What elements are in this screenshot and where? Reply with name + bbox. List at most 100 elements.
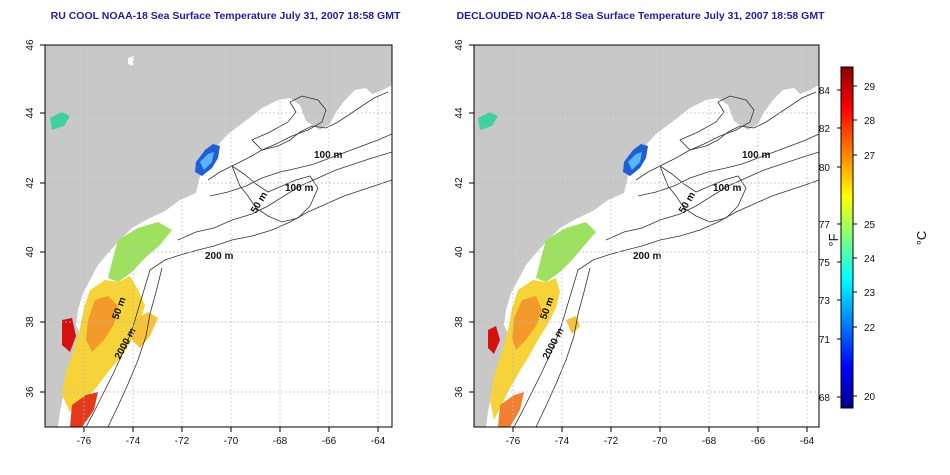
y-tick-label: 38: [454, 316, 465, 328]
left-map-body: 100 m 100 m 50 m 200 m 50 m 2000 m: [45, 45, 392, 427]
left-contour-georges: [251, 95, 327, 151]
right-contour-200m: [605, 151, 819, 241]
right-land-mass: [474, 45, 819, 427]
colorbar-f-tick-label: 82: [819, 124, 831, 135]
left-sst-patch-north: [50, 112, 70, 130]
left-nova-scotia: [300, 70, 378, 116]
left-panel-title: RU COOL NOAA-18 Sea Surface Temperature …: [50, 10, 401, 22]
colorbar-f-tick-label: 77: [819, 220, 831, 231]
left-sst-patch-shelf-yellow: [62, 276, 145, 412]
y-tick-label: 40: [454, 246, 465, 258]
right-panel-title: DECLOUDED NOAA-18 Sea Surface Temperatur…: [456, 10, 825, 22]
colorbar-c-tick-label: 24: [864, 254, 876, 265]
colorbar-fahrenheit-label: °F: [826, 233, 841, 246]
left-land-mass: [45, 45, 392, 427]
colorbar-c-tick-label: 25: [864, 220, 876, 231]
right-contour-shelf-inner: [535, 267, 591, 427]
right-contour-label-100m-a: 100 m: [742, 150, 770, 161]
right-sst-patch-red-bay: [488, 326, 500, 354]
left-contour-label-100m-b: 100 m: [285, 183, 313, 194]
right-contour-shelf-break: [513, 269, 579, 427]
left-y-axis: 36 38 40 42 44 46: [25, 39, 45, 398]
right-map-frame: [473, 44, 820, 428]
left-sst-patch-red-bay: [62, 318, 76, 352]
right-contour-label-100m-b: 100 m: [713, 183, 741, 194]
colorbar-c-tick-label: 23: [864, 288, 876, 299]
x-tick-label: -68: [273, 436, 288, 447]
colorbar-celsius-label: °C: [914, 231, 929, 246]
left-sst-patch-shelf-green: [108, 222, 172, 282]
x-tick-label: -66: [751, 436, 766, 447]
y-tick-label: 36: [454, 386, 465, 398]
x-tick-label: -74: [126, 436, 141, 447]
left-contour-label-200m: 200 m: [205, 251, 233, 262]
left-contour-100m: [209, 133, 392, 197]
left-bathymetry-contours: [85, 91, 392, 427]
y-tick-label: 42: [454, 177, 465, 189]
y-tick-label: 44: [454, 107, 465, 119]
x-tick-label: -68: [702, 436, 717, 447]
left-contour-50m: [207, 91, 389, 181]
x-tick-label: -70: [653, 436, 668, 447]
left-contour-200m: [177, 151, 392, 241]
colorbar-c-tick-label: 29: [864, 82, 876, 93]
x-tick-label: -74: [555, 436, 570, 447]
y-tick-label: 40: [25, 246, 36, 258]
x-tick-label: -76: [77, 436, 92, 447]
right-contour-50m: [635, 91, 817, 181]
right-nova-scotia: [728, 70, 806, 116]
left-contour-2000m: [149, 179, 392, 271]
colorbar-celsius-axis: 29 28 27 25 24 23 22 20: [853, 82, 876, 403]
right-contour-label-200m: 200 m: [633, 251, 661, 262]
x-tick-label: -72: [604, 436, 619, 447]
left-map-frame: [44, 44, 393, 428]
x-tick-label: -64: [371, 436, 386, 447]
right-y-axis: 36 38 40 42 44 46: [454, 39, 474, 398]
y-tick-label: 42: [25, 177, 36, 189]
right-contour-georges: [679, 95, 755, 151]
right-sst-patch-south-red: [498, 392, 524, 427]
colorbar-f-tick-label: 80: [819, 163, 831, 174]
left-x-axis: -76 -74 -72 -70 -68 -66 -64: [77, 427, 386, 447]
right-bathymetry-contours: [513, 91, 819, 427]
left-contour-shelf-break: [85, 269, 151, 427]
y-tick-label: 36: [25, 386, 36, 398]
x-tick-label: -64: [800, 436, 815, 447]
colorbar-c-tick-label: 27: [864, 151, 876, 162]
left-contour-label-100m-a: 100 m: [314, 150, 342, 161]
y-tick-label: 46: [454, 39, 465, 51]
right-x-axis: -76 -74 -72 -70 -68 -66 -64: [506, 427, 815, 447]
colorbar-c-tick-label: 20: [864, 392, 876, 403]
colorbar-gradient: [840, 66, 854, 409]
colorbar-c-tick-label: 28: [864, 116, 876, 127]
left-lake: [128, 56, 134, 66]
left-sst-patch-gulfstream-edge: [132, 312, 158, 348]
x-tick-label: -66: [322, 436, 337, 447]
y-tick-label: 44: [25, 107, 36, 119]
x-tick-label: -76: [506, 436, 521, 447]
x-tick-label: -70: [224, 436, 239, 447]
x-tick-label: -72: [175, 436, 190, 447]
right-contour-gulf-loop: [659, 164, 747, 223]
left-sst-patch-gulf-maine-inner: [200, 152, 214, 170]
colorbar: 84 82 80 77 75 73 71 68 29 28 27 25 24 23 22 20 °F °C: [819, 66, 929, 409]
colorbar-f-tick-label: 71: [819, 335, 831, 346]
colorbar-fahrenheit-axis: 84 82 80 77 75 73 71 68: [819, 86, 841, 404]
right-map-body: 100 m 100 m 50 m 200 m 50 m 2000 m: [474, 45, 819, 427]
right-sst-patch-gulf-maine-inner: [628, 152, 642, 170]
left-contour-gulf-loop: [231, 164, 319, 223]
left-map-panel: 100 m 100 m 50 m 200 m 50 m 2000 m -76 -7…: [25, 39, 393, 447]
colorbar-f-tick-label: 73: [819, 296, 831, 307]
y-tick-label: 38: [25, 316, 36, 328]
colorbar-f-tick-label: 84: [819, 86, 831, 97]
right-sst-patch-north: [478, 112, 498, 130]
left-contour-shelf-inner: [107, 267, 163, 427]
y-tick-label: 46: [25, 39, 36, 51]
colorbar-c-tick-label: 22: [864, 323, 876, 334]
colorbar-f-tick-label: 68: [819, 393, 831, 404]
left-sst-patch-shelf-orange: [86, 296, 118, 352]
right-contour-2000m: [577, 179, 819, 271]
right-sst-patch-shelf-yellow: [490, 278, 560, 420]
right-sst-patch-shelf-orange: [512, 296, 542, 350]
